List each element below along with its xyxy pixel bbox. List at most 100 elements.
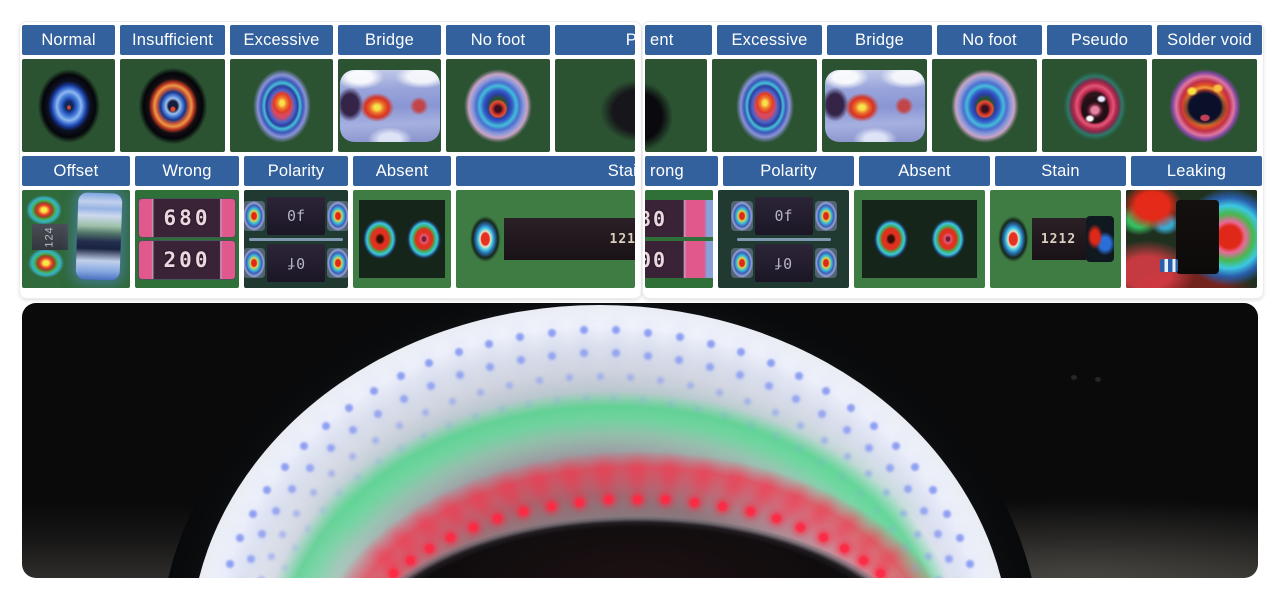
led-dot-blue xyxy=(448,398,456,406)
defect-image-absent xyxy=(353,190,451,288)
led-dot-blue xyxy=(885,463,894,472)
led-dot-blue xyxy=(301,458,320,477)
label-text: Stai xyxy=(607,161,635,180)
ring-light-photo xyxy=(22,303,1258,578)
image-row-top xyxy=(22,59,639,152)
led-dot-blue xyxy=(730,366,749,385)
led-dot-blue xyxy=(759,377,778,396)
label-text: Offset xyxy=(53,161,99,180)
led-dot-blue xyxy=(915,502,934,521)
led-dot-blue xyxy=(821,436,829,444)
led-dot-blue xyxy=(913,530,921,538)
led-dot-blue xyxy=(326,444,335,453)
defect-label-wrong: Wrong xyxy=(135,156,239,186)
led-dot-green xyxy=(675,397,708,448)
led-dot-blue xyxy=(928,486,937,494)
pcb-shelf-line xyxy=(736,237,831,241)
terminal-heat-blob xyxy=(814,247,837,278)
led-dot-blue xyxy=(526,400,533,407)
led-dot-blue xyxy=(700,333,721,354)
led-dot-blue xyxy=(294,436,315,457)
led-dot-red xyxy=(692,461,713,498)
led-dot-red xyxy=(437,497,469,532)
led-dot-red xyxy=(424,543,434,553)
label-text: No foot xyxy=(962,30,1017,49)
defect-label-stain-partial: Stai xyxy=(456,156,635,186)
image-row-top xyxy=(645,59,1261,152)
solder-heatmap-normal xyxy=(36,67,101,144)
led-dot-blue xyxy=(943,509,952,518)
led-dot-blue xyxy=(510,326,531,347)
chip-marking: 0f xyxy=(286,253,306,272)
led-dot-red xyxy=(632,494,642,504)
led-dot-blue xyxy=(706,339,715,348)
led-dot-red xyxy=(406,556,416,566)
led-dot-blue xyxy=(267,552,275,560)
led-dot-blue xyxy=(905,457,926,478)
resistor-top: 680 xyxy=(139,199,235,237)
chip-marking: 121 xyxy=(609,231,635,247)
led-dot-blue xyxy=(368,404,387,423)
label-text: P xyxy=(625,30,635,49)
label-text: Pseudo xyxy=(1070,30,1129,49)
led-dot-blue xyxy=(248,509,257,518)
defect-image-normal xyxy=(22,59,115,152)
led-dot-red xyxy=(690,497,700,507)
led-dot-blue xyxy=(796,445,803,452)
led-dot-blue xyxy=(394,389,413,408)
led-dot-blue xyxy=(304,525,311,532)
pcb-shelf-line xyxy=(249,237,343,241)
led-dot-blue xyxy=(846,403,855,412)
led-dot-blue xyxy=(797,422,805,430)
pad-heat-blob xyxy=(363,218,398,259)
led-dot-blue xyxy=(857,490,864,497)
led-dot-blue xyxy=(638,322,659,343)
defect-label-excessive: Excessive xyxy=(717,25,822,55)
led-dot-blue xyxy=(476,389,484,397)
terminal-heat-blob xyxy=(997,216,1032,262)
led-dot-blue xyxy=(445,422,452,429)
led-dot-blue xyxy=(606,344,625,363)
led-dot-blue xyxy=(885,436,906,457)
defect-label-absent: Absent xyxy=(353,156,451,186)
led-dot-red xyxy=(389,527,425,559)
led-dot-blue xyxy=(580,349,589,358)
label-text: No foot xyxy=(470,30,526,49)
led-dot-blue xyxy=(279,530,287,538)
led-dot-blue xyxy=(744,398,752,406)
led-dot-blue xyxy=(929,525,948,544)
led-dot-blue xyxy=(627,373,634,381)
led-dot-blue xyxy=(818,458,825,465)
led-dot-blue xyxy=(722,413,729,420)
led-dot-blue xyxy=(309,489,317,497)
led-dot-blue xyxy=(865,444,874,453)
led-dot-blue xyxy=(344,421,363,440)
led-dot-blue xyxy=(864,470,872,478)
led-dot-blue xyxy=(321,422,330,431)
led-dot-blue xyxy=(904,484,913,493)
led-dot-blue xyxy=(934,530,943,539)
label-text: Polarity xyxy=(760,161,817,180)
led-dot-red xyxy=(804,497,837,532)
defect-image-no-foot xyxy=(446,59,550,152)
led-dot-blue xyxy=(395,422,403,430)
led-dot-blue xyxy=(922,480,943,500)
defect-image-insufficient-partial xyxy=(645,59,707,152)
label-text: ent xyxy=(650,30,674,49)
led-dot-blue xyxy=(716,389,724,397)
led-dot-red xyxy=(468,522,478,532)
solder-heatmap-no-foot xyxy=(464,68,532,143)
label-row-top: Normal Insufficient Excessive Bridge No … xyxy=(22,25,639,55)
led-dot-blue xyxy=(675,332,684,341)
led-dot-blue xyxy=(582,395,589,402)
led-dot-red xyxy=(751,474,779,512)
led-dot-blue xyxy=(456,371,465,380)
led-dot-red xyxy=(771,514,781,524)
defect-label-solder-void: Solder void xyxy=(1157,25,1262,55)
led-dot-blue xyxy=(421,432,428,439)
defect-image-stain: 1212 xyxy=(990,190,1121,288)
led-dot-blue xyxy=(479,333,499,354)
led-dot-red xyxy=(546,501,556,511)
chip-marking: 0f xyxy=(774,206,793,225)
label-row-bottom: rong Polarity Absent Stain Leaking xyxy=(645,156,1262,186)
